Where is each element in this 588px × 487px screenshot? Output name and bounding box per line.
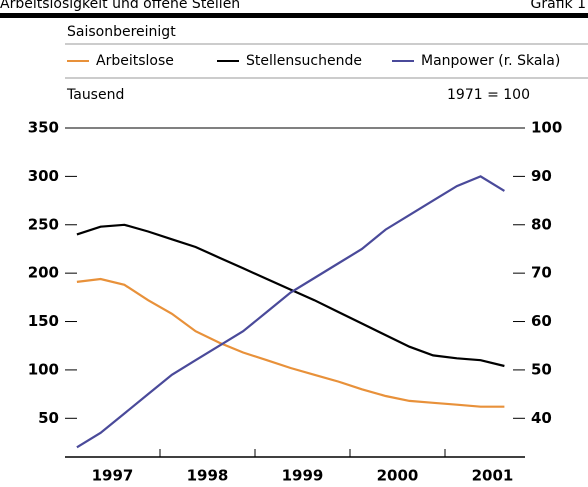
legend-label: Manpower (r. Skala) (421, 53, 560, 69)
figure-label: Grafik 1 (531, 0, 586, 12)
y-tick-label: 200 (28, 264, 59, 282)
header-bar (0, 13, 588, 18)
y2-tick-label: 100 (531, 119, 562, 137)
x-tick-label: 1998 (187, 467, 229, 485)
x-tick-label: 2000 (377, 467, 419, 485)
series-line (76, 175, 505, 449)
series-line (76, 277, 505, 408)
y2-axis-label: 1971 = 100 (447, 87, 530, 103)
y2-tick-label: 90 (531, 167, 552, 185)
y2-tick-label: 50 (531, 360, 552, 378)
y2-tick-label: 60 (531, 312, 552, 330)
subtitle: Saisonbereinigt (67, 24, 176, 40)
legend-label: Stellensuchende (246, 53, 362, 69)
y-tick-label: 350 (28, 119, 59, 137)
y-tick-label: 250 (28, 215, 59, 233)
y-tick-label: 50 (38, 409, 59, 427)
x-tick-label: 1997 (92, 467, 134, 485)
y-axis-label: Tausend (66, 87, 124, 103)
y2-tick-label: 80 (531, 215, 552, 233)
y2-tick-label: 70 (531, 264, 552, 282)
series-line (76, 223, 505, 368)
y2-tick-label: 40 (531, 409, 552, 427)
chart-title: Arbeitslosigkeit und offene Stellen (0, 0, 240, 12)
legend-label: Arbeitslose (96, 53, 174, 69)
x-tick-label: 1999 (282, 467, 324, 485)
y-tick-label: 150 (28, 312, 59, 330)
x-tick-label: 2001 (472, 467, 514, 485)
y-tick-label: 300 (28, 167, 59, 185)
y-tick-label: 100 (28, 360, 59, 378)
